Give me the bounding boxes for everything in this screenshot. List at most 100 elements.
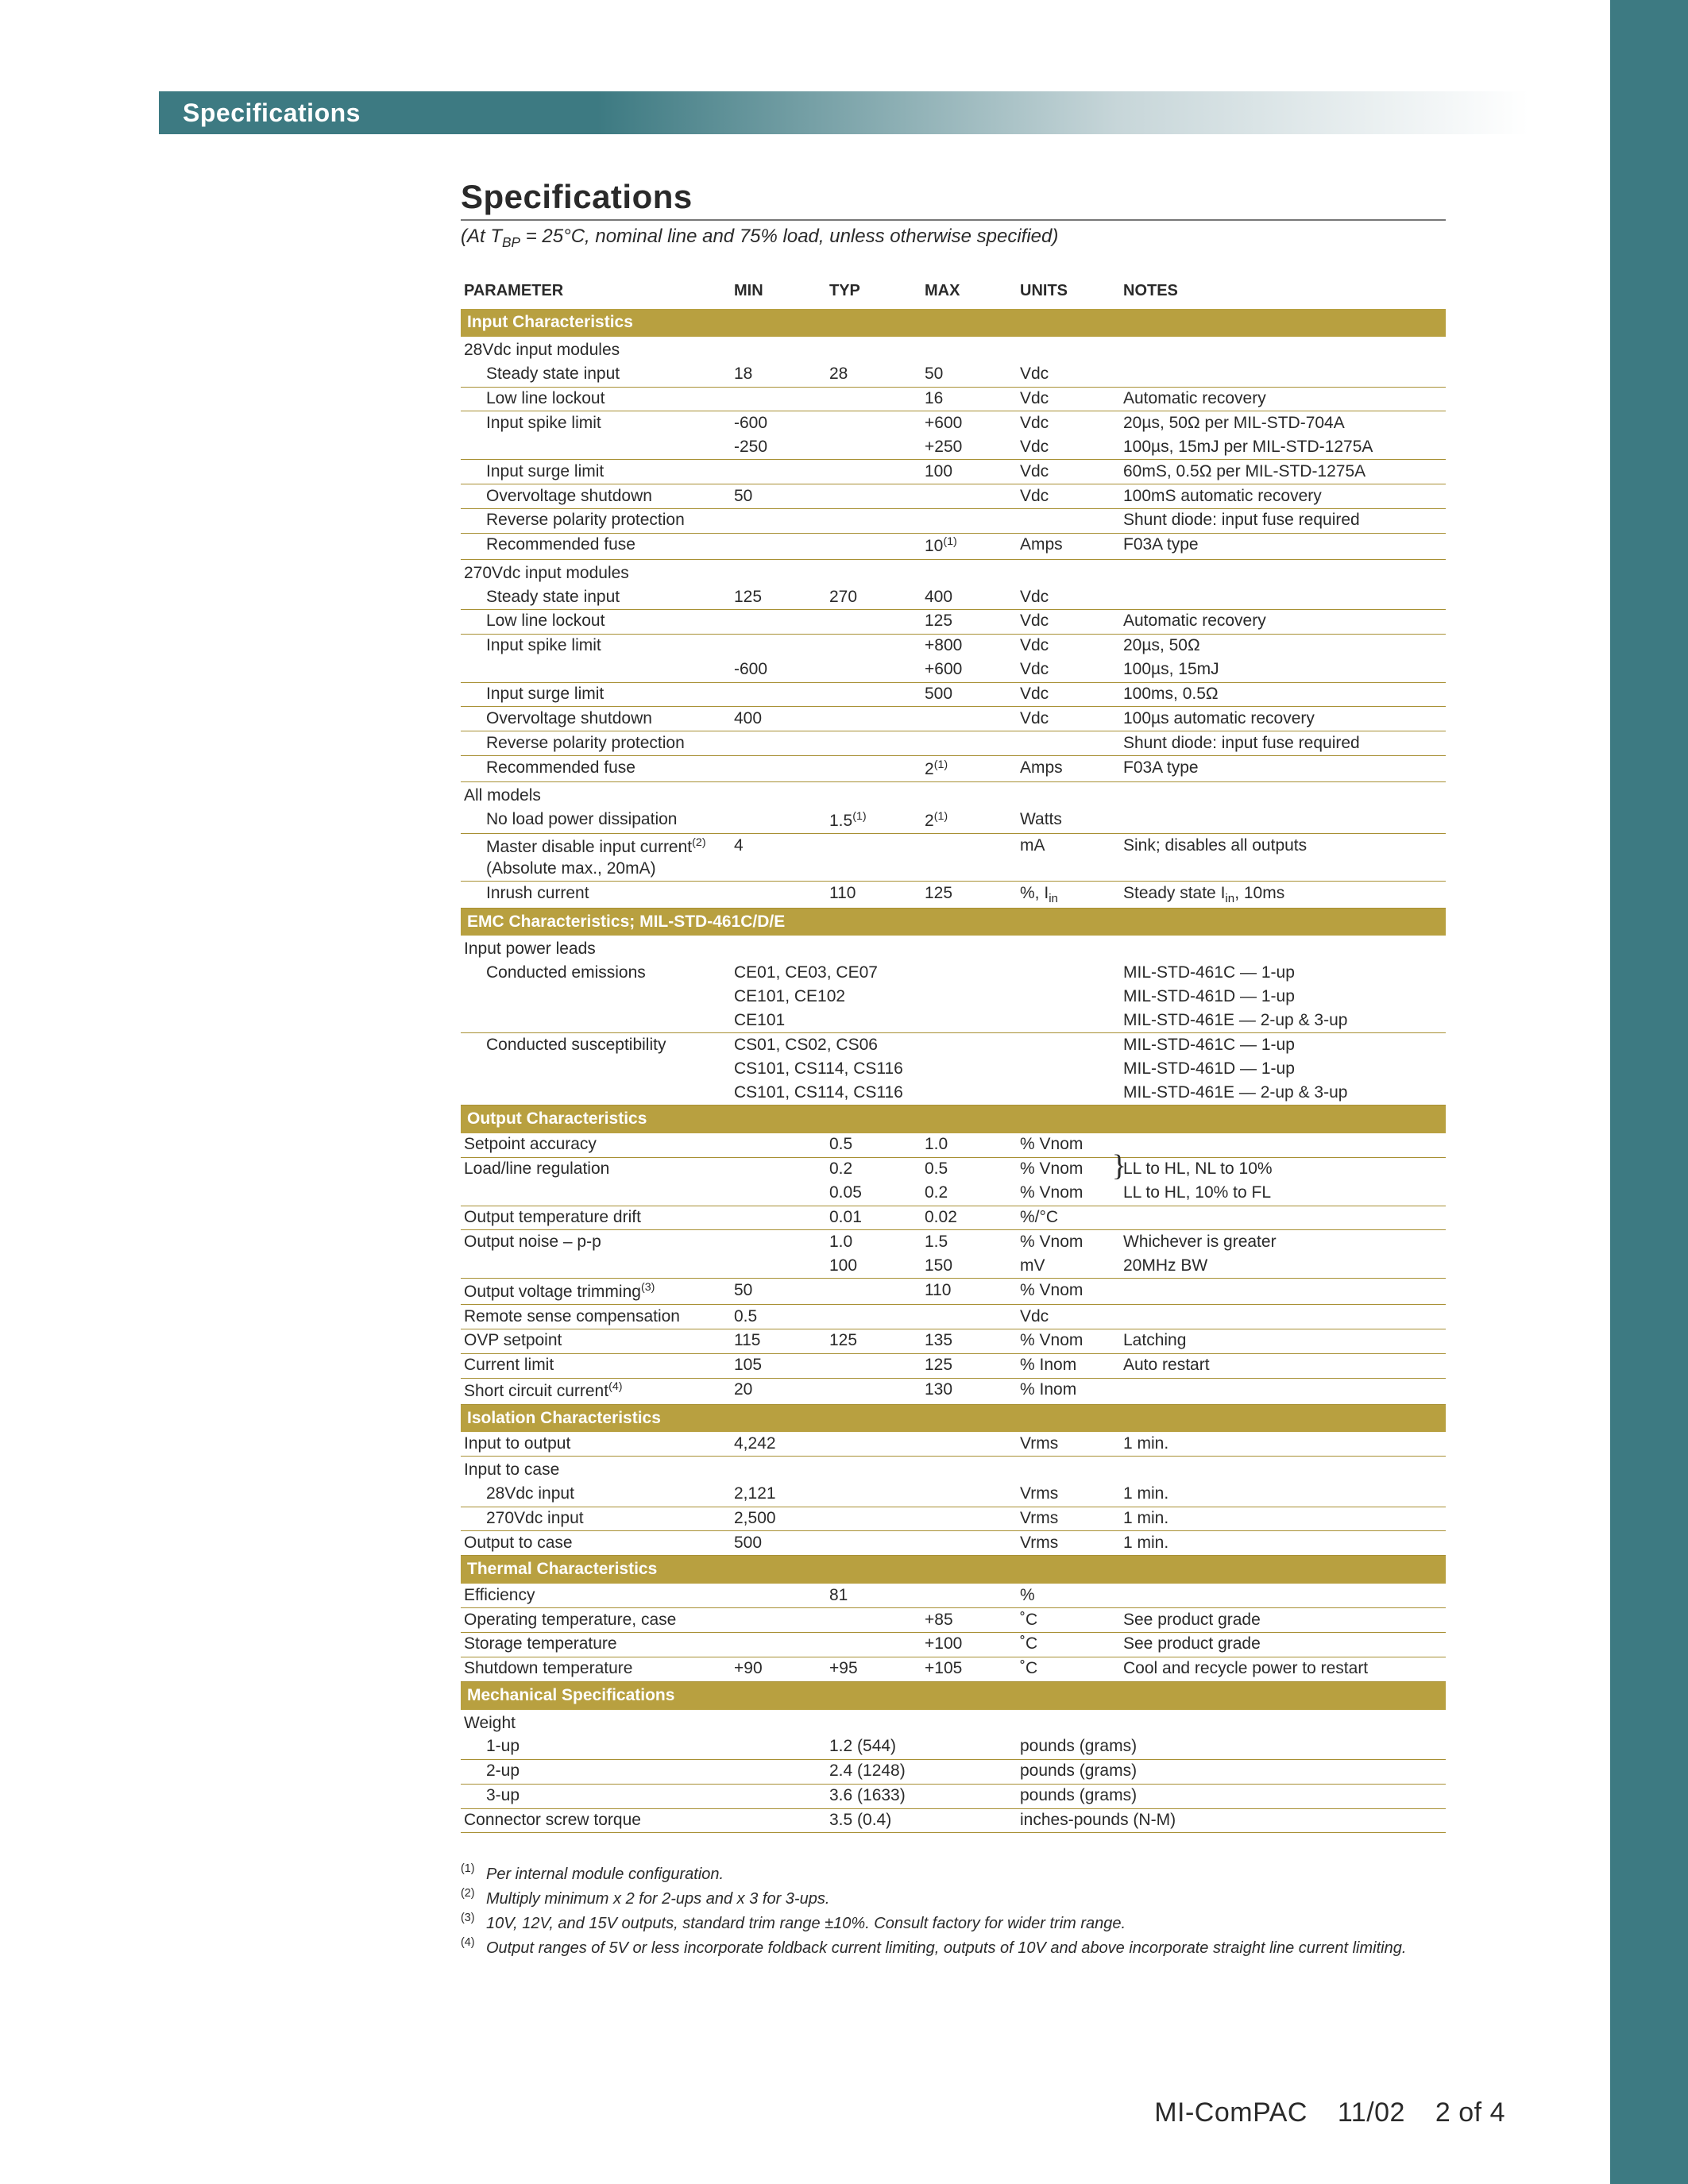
cell-notes: Auto restart [1120, 1353, 1446, 1378]
cell-parameter: Storage temperature [461, 1632, 731, 1657]
cell-units: %, Iin [1017, 882, 1120, 909]
cell-units: Vdc [1017, 609, 1120, 634]
cell-notes: 1 min. [1120, 1432, 1446, 1456]
cell-typ: 3.6 (1633) [826, 1784, 1017, 1808]
table-row: Load/line regulation0.20.5% VnomLL to HL… [461, 1157, 1446, 1181]
cell-max: 400 [921, 585, 1017, 609]
cell-notes: LL to HL, 10% to FL [1120, 1182, 1446, 1206]
table-row: Shutdown temperature+90+95+105˚CCool and… [461, 1657, 1446, 1681]
cell-max: +600 [921, 411, 1017, 435]
cell-notes: LL to HL, NL to 10% [1120, 1157, 1446, 1181]
cell-units: Amps [1017, 756, 1120, 782]
cell-min [731, 1632, 826, 1657]
col-notes: NOTES [1120, 280, 1446, 310]
cell-parameter: Recommended fuse [461, 533, 731, 559]
col-typ: TYP [826, 280, 921, 310]
table-row: Output voltage trimming(3)50110% Vnom [461, 1279, 1446, 1305]
footnote-text: 10V, 12V, and 15V outputs, standard trim… [486, 1912, 1126, 1935]
cell-notes: See product grade [1120, 1608, 1446, 1633]
cell-max: 16 [921, 387, 1017, 411]
cell-min [731, 1254, 826, 1278]
cell-units: mV [1017, 1254, 1120, 1278]
cell-min [731, 1157, 826, 1181]
table-row: Setpoint accuracy0.51.0% Vnom [461, 1133, 1446, 1157]
footnotes: (1)Per internal module configuration.(2)… [461, 1863, 1446, 1960]
section-title: Input Characteristics [461, 309, 1446, 337]
cell-min [731, 609, 826, 634]
cell-min: -600 [731, 658, 826, 682]
cell-units: Vrms [1017, 1483, 1120, 1507]
cell-notes: Shunt diode: input fuse required [1120, 731, 1446, 756]
table-row: Recommended fuse2(1)AmpsF03A type [461, 756, 1446, 782]
cell-typ: 100 [826, 1254, 921, 1278]
cell-units: pounds (grams) [1017, 1735, 1446, 1759]
cell-max: 1.5 [921, 1230, 1017, 1254]
cell-notes: F03A type [1120, 533, 1446, 559]
cell-units: mA [1017, 834, 1120, 882]
cell-parameter: Setpoint accuracy [461, 1133, 731, 1157]
cell-min: -250 [731, 435, 826, 459]
cell-min: 105 [731, 1353, 826, 1378]
cell-notes: Whichever is greater [1120, 1230, 1446, 1254]
table-row: 28Vdc input2,121Vrms1 min. [461, 1483, 1446, 1507]
cell-notes: Latching [1120, 1329, 1446, 1353]
subtitle-sub: BP [502, 234, 520, 250]
cell-max: +600 [921, 658, 1017, 682]
banner: Specifications [159, 91, 1529, 134]
cell-min: 0.5 [731, 1305, 826, 1329]
cell-notes: 100mS automatic recovery [1120, 484, 1446, 509]
cell-typ: 1.5(1) [826, 808, 921, 833]
cell-units: Vdc [1017, 585, 1120, 609]
cell-notes [1120, 585, 1446, 609]
cell-parameter: Conducted emissions [461, 962, 731, 986]
cell-notes: Cool and recycle power to restart [1120, 1657, 1446, 1681]
table-header-row: PARAMETER MIN TYP MAX UNITS NOTES [461, 280, 1446, 310]
cell-units: Vdc [1017, 484, 1120, 509]
cell-notes [1120, 1206, 1446, 1230]
col-min: MIN [731, 280, 826, 310]
table-row: Low line lockout16VdcAutomatic recovery [461, 387, 1446, 411]
cell-max: 135 [921, 1329, 1017, 1353]
cell-min [731, 682, 826, 707]
table-row: Conducted emissionsCE01, CE03, CE07MIL-S… [461, 962, 1446, 986]
cell-max: +250 [921, 435, 1017, 459]
cell-units: %/°C [1017, 1206, 1120, 1230]
cell-typ: 110 [826, 882, 921, 909]
section-header: Isolation Characteristics [461, 1404, 1446, 1432]
cell-notes: 20µs, 50Ω [1120, 634, 1446, 658]
cell-notes: MIL-STD-461E — 2-up & 3-up [1120, 1009, 1446, 1033]
cell-notes [1120, 1305, 1446, 1329]
cell-parameter [461, 1254, 731, 1278]
cell-parameter: Steady state input [461, 585, 731, 609]
cell-units: % Vnom [1017, 1182, 1120, 1206]
cell-parameter: Input spike limit [461, 411, 731, 435]
cell-typ [826, 1507, 921, 1531]
cell-notes: Automatic recovery [1120, 609, 1446, 634]
cell-parameter: Output temperature drift [461, 1206, 731, 1230]
cell-typ [826, 1632, 921, 1657]
cell-units: Vdc [1017, 411, 1120, 435]
cell-typ [826, 508, 921, 533]
cell-typ: 81 [826, 1584, 921, 1607]
cell-max [921, 834, 1017, 882]
cell-min [731, 1230, 826, 1254]
cell-min [731, 731, 826, 756]
cell-units: inches-pounds (N-M) [1017, 1808, 1446, 1833]
footer-date: 11/02 [1338, 2097, 1405, 2128]
cell-parameter: Master disable input current(2)(Absolute… [461, 834, 731, 882]
cell-notes: MIL-STD-461D — 1-up [1120, 1057, 1446, 1081]
cell-notes: MIL-STD-461D — 1-up [1120, 986, 1446, 1009]
cell-parameter: Operating temperature, case [461, 1608, 731, 1633]
table-row: Output to case500Vrms1 min. [461, 1531, 1446, 1556]
table-row: CE101, CE102MIL-STD-461D — 1-up [461, 986, 1446, 1009]
table-row: Reverse polarity protectionShunt diode: … [461, 508, 1446, 533]
table-row: Overvoltage shutdown400Vdc100µs automati… [461, 707, 1446, 731]
page-title: Specifications [461, 178, 1446, 221]
footnote-text: Multiply minimum x 2 for 2-ups and x 3 f… [486, 1888, 829, 1911]
cell-min [731, 1133, 826, 1157]
cell-notes: 1 min. [1120, 1483, 1446, 1507]
group-label: 28Vdc input modules [461, 337, 1446, 362]
cell-units: % Vnom [1017, 1279, 1120, 1305]
cell-min: 115 [731, 1329, 826, 1353]
cell-max [921, 1305, 1017, 1329]
